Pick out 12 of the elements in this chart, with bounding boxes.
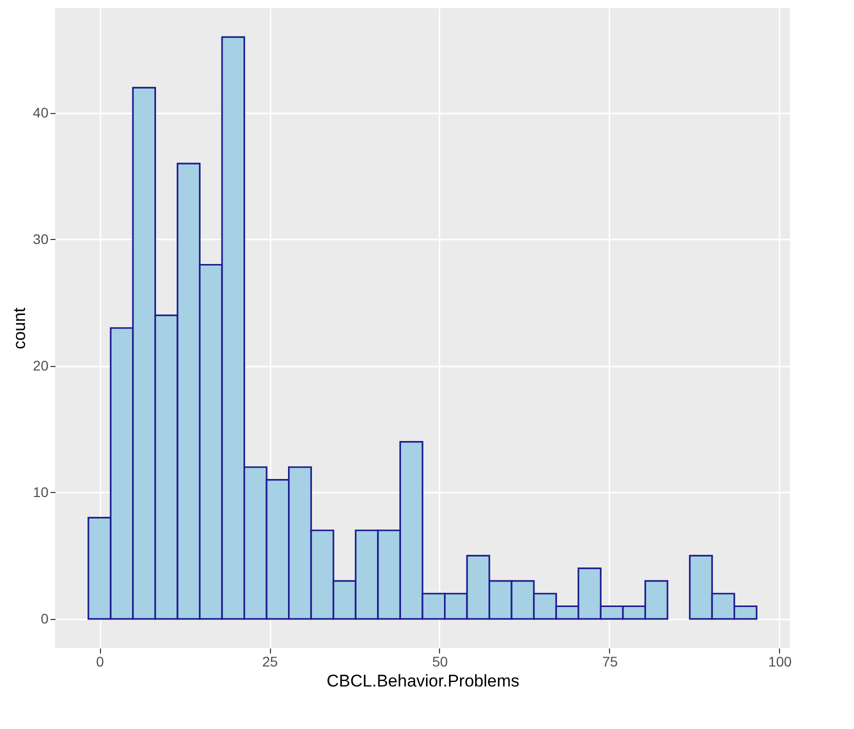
x-axis-title: CBCL.Behavior.Problems (326, 672, 520, 690)
y-tick-label: 0 (40, 610, 49, 626)
y-tick-label: 20 (32, 357, 49, 374)
x-tick-label: 0 (96, 654, 104, 670)
y-tick-label: 30 (32, 230, 49, 247)
x-tick-label: 100 (768, 654, 792, 670)
y-tick-label: 40 (32, 104, 49, 120)
x-tick-label: 75 (602, 654, 618, 670)
x-tick-label: 25 (262, 654, 278, 670)
y-axis-title: count (10, 307, 29, 350)
x-tick-label: 50 (432, 654, 448, 670)
y-tick-label: 10 (32, 484, 49, 500)
